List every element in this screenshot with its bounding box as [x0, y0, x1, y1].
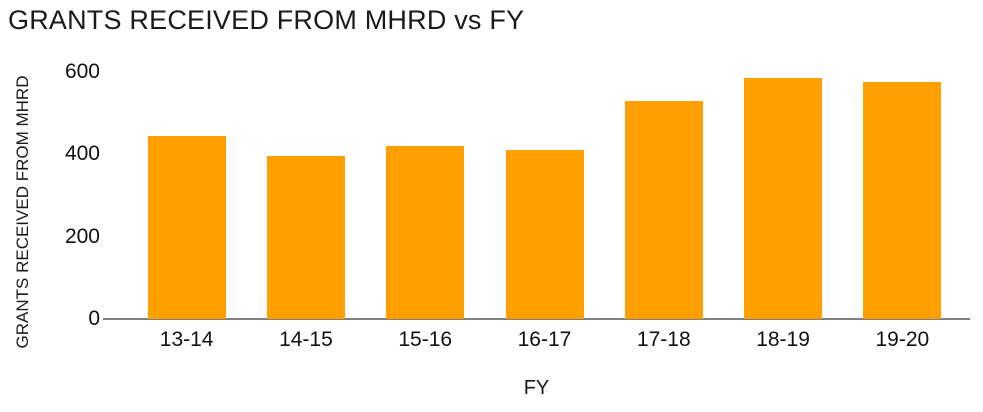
x-tick-label: 17-18 — [636, 328, 691, 351]
y-tick-label: 200 — [64, 224, 100, 248]
x-tick-label: 16-17 — [517, 328, 572, 351]
x-tick-label: 18-19 — [756, 328, 810, 351]
bar-13-14 — [147, 135, 226, 319]
x-axis-line — [103, 318, 970, 320]
x-tick-label: 15-16 — [398, 328, 453, 351]
x-tick-label: 13-14 — [159, 328, 214, 351]
bar-17-18 — [624, 100, 703, 319]
y-tick-label: 400 — [64, 142, 100, 166]
bar-19-20 — [863, 82, 942, 319]
bar-16-17 — [505, 150, 584, 319]
bar-15-16 — [386, 145, 465, 319]
x-tick-label: 19-20 — [875, 328, 930, 351]
y-tick-label: 0 — [88, 307, 100, 330]
x-tick-label: 14-15 — [279, 328, 333, 351]
bar-14-15 — [266, 156, 345, 319]
chart-title: GRANTS RECEIVED FROM MHRD vs FY — [8, 5, 525, 35]
x-axis-title: FY — [523, 377, 550, 399]
y-tick-label: 600 — [64, 59, 100, 83]
bar-18-19 — [744, 77, 823, 319]
